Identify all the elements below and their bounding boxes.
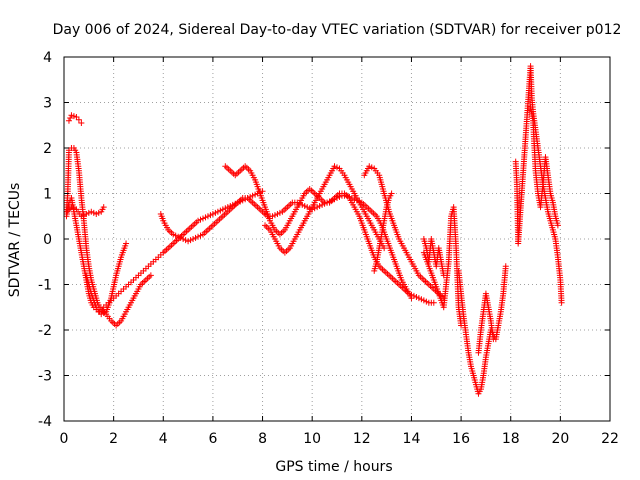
- x-tick-label: 10: [303, 431, 321, 447]
- data-point: [388, 190, 395, 197]
- data-point: [123, 240, 130, 247]
- data-point: [502, 263, 509, 270]
- series-track-02: [65, 112, 85, 126]
- data-point: [490, 336, 497, 343]
- x-tick-label: 22: [601, 431, 619, 447]
- data-point: [440, 272, 447, 279]
- data-point: [554, 222, 561, 229]
- series-track-11: [420, 204, 465, 329]
- x-tick-label: 2: [109, 431, 118, 447]
- x-tick-label: 18: [502, 431, 520, 447]
- y-tick-label: 4: [43, 50, 52, 66]
- x-axis-label: GPS time / hours: [275, 459, 392, 475]
- y-tick-label: 1: [43, 187, 52, 203]
- series-track-10: [371, 190, 395, 274]
- data-point: [75, 116, 82, 123]
- x-tick-label: 6: [208, 431, 217, 447]
- grid: [64, 57, 610, 421]
- series-track-06: [157, 192, 415, 302]
- y-tick-label: -3: [38, 369, 52, 385]
- y-axis-label: SDTVAR / TECUs: [7, 183, 23, 298]
- series-track-12: [420, 236, 447, 279]
- series-track-16: [527, 104, 561, 229]
- x-tick-label: 0: [60, 431, 69, 447]
- x-tick-label: 4: [159, 431, 168, 447]
- data-point: [100, 204, 107, 211]
- y-tick-label: 0: [43, 232, 52, 248]
- series-track-04: [63, 204, 107, 220]
- series-track-14: [475, 290, 497, 356]
- x-tick-label: 20: [551, 431, 569, 447]
- data-point: [65, 117, 72, 124]
- data-point: [430, 299, 437, 306]
- series-track-07: [222, 163, 437, 306]
- y-tick-label: -1: [38, 278, 52, 294]
- data-point: [67, 114, 74, 121]
- x-tick-label: 14: [403, 431, 421, 447]
- series-track-13: [455, 263, 509, 397]
- chart-title: Day 006 of 2024, Sidereal Day-to-day VTE…: [53, 22, 622, 38]
- y-tick-label: -4: [38, 414, 52, 430]
- x-tick-label: 16: [452, 431, 470, 447]
- data-point: [558, 299, 565, 306]
- x-tick-label: 12: [353, 431, 371, 447]
- data-point: [147, 272, 154, 279]
- y-tick-label: 3: [43, 96, 52, 112]
- series-track-05: [83, 240, 130, 318]
- y-tick-label: 2: [43, 141, 52, 157]
- series-track-08: [262, 163, 388, 256]
- y-tick-label: -2: [38, 323, 52, 339]
- x-tick-label: 8: [258, 431, 267, 447]
- data-point: [78, 119, 85, 126]
- data-markers: [63, 63, 565, 397]
